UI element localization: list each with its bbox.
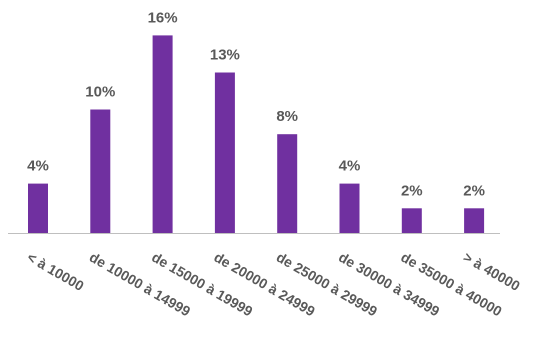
data-label-1: 4% <box>27 158 49 175</box>
bar-1 <box>28 183 48 233</box>
data-label-7: 2% <box>401 182 423 199</box>
data-label-6: 4% <box>339 158 361 175</box>
bar-7 <box>401 208 422 233</box>
bars-group <box>28 35 485 234</box>
bar-4 <box>214 72 235 233</box>
data-label-2: 10% <box>85 84 115 101</box>
data-labels-group: 4% 10% 16% 13% 8% 4% 2% 2% <box>27 9 485 199</box>
data-label-4: 13% <box>210 47 240 64</box>
bar-3 <box>152 35 173 234</box>
bar-5 <box>277 134 298 233</box>
data-label-8: 2% <box>463 182 485 199</box>
bar-8 <box>464 208 485 233</box>
bar-6 <box>339 183 360 233</box>
x-tick-label-1: < à 10000 <box>25 249 87 294</box>
data-label-5: 8% <box>276 108 298 125</box>
bar-2 <box>90 109 111 233</box>
data-label-3: 16% <box>148 9 178 26</box>
